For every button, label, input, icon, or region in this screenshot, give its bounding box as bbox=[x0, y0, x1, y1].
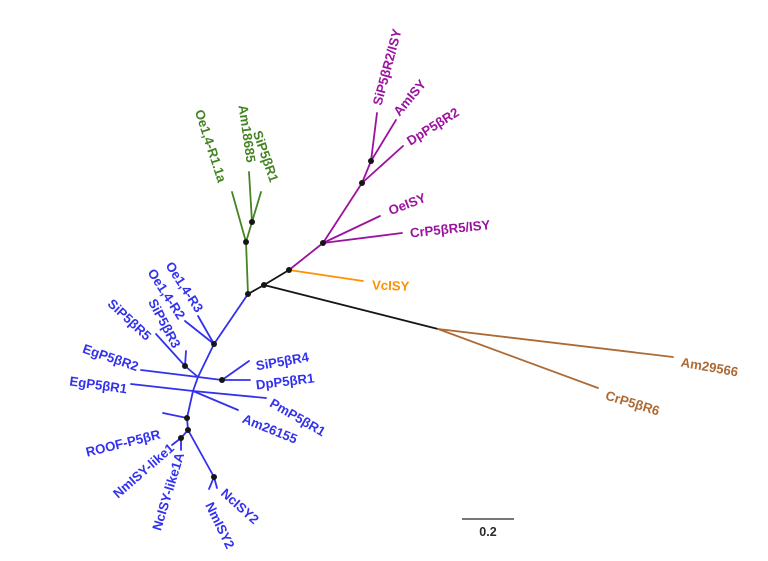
support-dot bbox=[184, 415, 190, 421]
taxon-label-amisy: AmISY bbox=[390, 76, 429, 118]
tree-edge bbox=[221, 360, 250, 381]
support-dot bbox=[211, 474, 217, 480]
taxon-label-crp5-r5-isy: CrP5βR5/ISY bbox=[409, 217, 491, 240]
taxon-label-dpp5-r2: DpP5βR2 bbox=[404, 105, 462, 149]
taxon-label-oe1-4-r1-1a: Oe1,4-R1.1a bbox=[192, 108, 230, 185]
taxon-label-dpp5-r1: DpP5βR1 bbox=[255, 370, 315, 392]
tree-edge bbox=[437, 328, 674, 358]
tree-edge bbox=[263, 269, 290, 286]
support-dot bbox=[219, 377, 225, 383]
tree-edge bbox=[288, 269, 364, 282]
support-dot bbox=[211, 341, 217, 347]
tree-edge bbox=[322, 232, 403, 244]
tree-edge bbox=[361, 145, 404, 184]
taxon-label-am29566: Am29566 bbox=[680, 355, 740, 380]
taxon-labels-layer: Oe1,4-R1.1a Am18685SiP5βR1SiP5βR2/ISYAmIS… bbox=[69, 27, 740, 551]
tree-edge bbox=[130, 383, 194, 392]
tree-edge bbox=[186, 390, 194, 419]
tree-edge bbox=[197, 343, 215, 378]
tree-edge bbox=[263, 284, 439, 330]
support-dot bbox=[359, 180, 365, 186]
support-dot bbox=[243, 239, 249, 245]
tree-edge bbox=[247, 284, 265, 295]
tree-edge bbox=[370, 112, 378, 162]
tree-edge bbox=[140, 369, 199, 378]
tree-edge bbox=[192, 376, 199, 392]
tree-edge bbox=[288, 242, 324, 271]
tree-edge bbox=[322, 182, 363, 244]
tree-edge bbox=[187, 429, 215, 478]
support-dot bbox=[261, 282, 267, 288]
support-dot bbox=[320, 240, 326, 246]
tree-edge bbox=[192, 390, 239, 411]
support-dot bbox=[286, 267, 292, 273]
tree-edge bbox=[197, 315, 215, 345]
support-dot bbox=[182, 363, 188, 369]
support-dot bbox=[245, 291, 251, 297]
tree-edge bbox=[322, 215, 381, 244]
tree-edge bbox=[361, 160, 372, 184]
support-nodes-layer bbox=[178, 158, 374, 480]
support-dot bbox=[178, 435, 184, 441]
tree-edge bbox=[184, 320, 215, 345]
tree-edge bbox=[192, 390, 267, 399]
taxon-label-vcisy: VcISY bbox=[372, 278, 410, 294]
tree-edge bbox=[197, 376, 223, 381]
taxon-label-crp5-r6: CrP5βR6 bbox=[604, 388, 662, 419]
tree-edge bbox=[155, 333, 186, 367]
tree-edge bbox=[245, 221, 253, 243]
taxon-label-egp5-r1: EgP5βR1 bbox=[69, 374, 128, 397]
taxon-label-sip5-r2-isy: SiP5βR2/ISY bbox=[370, 27, 405, 107]
tree-edge bbox=[245, 241, 249, 295]
tree-edges-layer bbox=[130, 112, 674, 490]
tree-edge bbox=[248, 171, 253, 223]
tree-edge bbox=[162, 412, 188, 419]
scale-bar: 0.2 bbox=[462, 518, 514, 539]
tree-edge bbox=[437, 328, 599, 389]
taxon-label-egp5-r2: EgP5βR2 bbox=[81, 341, 141, 374]
tree-edge bbox=[251, 191, 262, 223]
tree-edge bbox=[370, 119, 397, 162]
support-dot bbox=[185, 427, 191, 433]
support-dot bbox=[249, 219, 255, 225]
tree-edge bbox=[231, 191, 247, 243]
tree-edge bbox=[213, 293, 249, 345]
taxon-label-oeisy: OeISY bbox=[386, 190, 428, 218]
taxon-label-sip5-r4: SiP5βR4 bbox=[255, 349, 311, 373]
scale-bar-label: 0.2 bbox=[479, 525, 496, 539]
support-dot bbox=[368, 158, 374, 164]
